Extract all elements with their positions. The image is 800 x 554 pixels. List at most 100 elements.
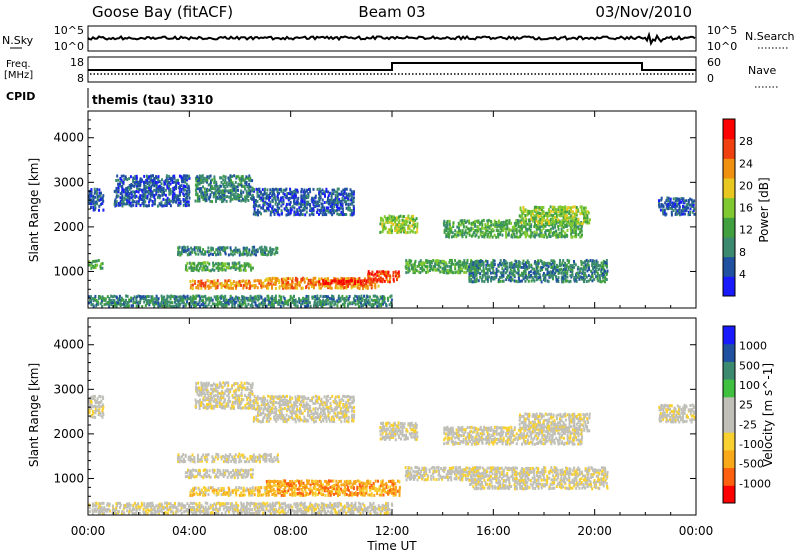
data-cell xyxy=(601,273,604,277)
data-cell xyxy=(522,271,525,275)
data-cell xyxy=(497,263,500,267)
data-cell xyxy=(595,270,598,273)
data-cell xyxy=(219,251,222,255)
data-cell xyxy=(201,174,204,178)
data-cell xyxy=(535,278,538,282)
data-cell xyxy=(303,277,306,281)
data-cell xyxy=(349,202,352,206)
data-cell xyxy=(166,196,169,200)
data-cell xyxy=(119,301,122,305)
data-cell xyxy=(294,284,297,288)
data-cell xyxy=(582,276,585,280)
data-cell xyxy=(248,250,251,254)
data-cell xyxy=(511,235,514,239)
data-cell xyxy=(251,193,254,197)
data-cell xyxy=(596,273,599,277)
data-cell xyxy=(428,259,431,263)
data-cell xyxy=(262,399,264,403)
data-cell xyxy=(215,182,218,186)
data-cell xyxy=(271,304,274,308)
data-cell xyxy=(552,205,554,209)
data-cell xyxy=(481,225,484,229)
data-cell xyxy=(343,191,346,195)
data-cell xyxy=(224,398,227,402)
data-cell xyxy=(93,296,96,300)
data-cell xyxy=(293,200,295,204)
data-cell xyxy=(584,263,587,267)
data-cell xyxy=(269,248,272,252)
data-cell xyxy=(529,228,532,232)
data-cell xyxy=(341,202,344,206)
data-cell xyxy=(468,265,471,269)
data-cell xyxy=(264,251,266,254)
data-cell xyxy=(202,382,205,386)
data-cell xyxy=(215,180,218,184)
data-cell xyxy=(405,222,408,226)
data-cell xyxy=(484,259,487,263)
data-cell xyxy=(388,303,391,307)
data-cell xyxy=(141,305,144,308)
data-cell xyxy=(217,391,220,395)
data-cell xyxy=(90,303,93,307)
data-cell xyxy=(258,302,261,306)
data-cell xyxy=(479,275,482,279)
data-cell xyxy=(240,252,242,256)
data-cell xyxy=(133,200,136,204)
data-cell xyxy=(128,200,131,204)
freq-panel: Freq. [MHz] 18 8 60 0 Nave xyxy=(4,56,778,88)
data-cell xyxy=(536,225,539,229)
data-cell xyxy=(229,199,232,203)
data-cell xyxy=(244,266,247,269)
data-cell xyxy=(346,304,349,308)
data-cell xyxy=(305,196,308,200)
data-cell xyxy=(121,194,124,198)
data-cell xyxy=(176,305,179,308)
data-cell xyxy=(132,176,135,180)
data-cell xyxy=(204,301,207,305)
data-cell xyxy=(202,299,204,302)
data-cell xyxy=(222,195,225,199)
data-cell xyxy=(499,225,502,229)
data-cell xyxy=(474,219,477,223)
data-cell xyxy=(280,209,283,213)
data-cell xyxy=(220,294,223,298)
power-ylabel: Slant Range [km] xyxy=(27,158,41,262)
data-cell xyxy=(331,213,334,217)
data-cell xyxy=(604,260,607,264)
data-cell xyxy=(561,221,563,225)
data-cell xyxy=(182,296,185,300)
data-cell xyxy=(485,271,488,275)
data-cell xyxy=(524,265,527,269)
data-cell xyxy=(573,223,576,227)
data-cell xyxy=(220,189,222,193)
data-cell xyxy=(135,204,138,208)
data-cell xyxy=(208,175,211,179)
data-cell xyxy=(276,194,279,198)
data-cell xyxy=(245,279,248,283)
data-cell xyxy=(412,271,415,274)
data-cell xyxy=(533,205,536,209)
data-cell xyxy=(542,272,545,275)
data-cell xyxy=(202,392,205,395)
data-cell xyxy=(126,192,129,196)
data-cell xyxy=(443,259,446,263)
data-cell xyxy=(204,385,207,389)
data-cell xyxy=(204,264,207,268)
data-cell xyxy=(118,294,121,298)
data-cell xyxy=(576,275,579,279)
data-cell xyxy=(88,400,91,404)
data-cell xyxy=(193,300,196,304)
data-cell xyxy=(236,195,239,199)
data-cell xyxy=(571,264,574,268)
data-cell xyxy=(278,279,281,283)
data-cell xyxy=(311,396,314,400)
data-cell xyxy=(421,264,424,268)
data-cell xyxy=(443,219,446,223)
data-cell xyxy=(247,185,250,189)
data-cell xyxy=(314,409,317,413)
data-cell xyxy=(265,194,268,198)
data-cell xyxy=(234,388,237,392)
data-cell xyxy=(495,267,498,271)
data-cell xyxy=(520,229,523,233)
data-cell xyxy=(206,175,209,179)
